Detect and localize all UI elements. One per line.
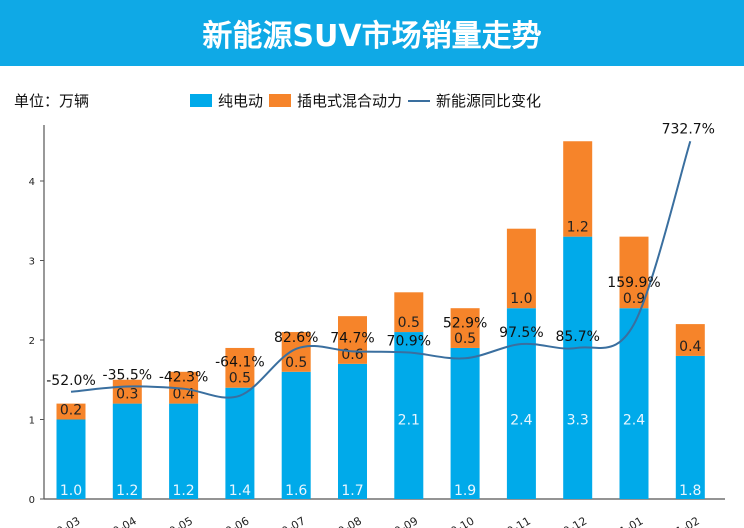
bar-bev — [619, 308, 649, 499]
yoy-label: 82.6% — [274, 330, 318, 346]
title-banner: 新能源SUV市场销量走势 — [0, 0, 744, 66]
bar-phev — [619, 236, 649, 309]
bar-bev — [506, 308, 536, 499]
yoy-label: 85.7% — [555, 329, 599, 345]
bar-phev — [225, 347, 255, 388]
x-tick-label: 2020-03 — [36, 514, 82, 528]
bev-value-label: 1.4 — [229, 483, 251, 499]
legend-swatch-line — [408, 99, 431, 102]
yoy-label: 70.9% — [387, 334, 431, 350]
bar-bev — [112, 403, 142, 499]
phev-value-label: 0.9 — [623, 291, 645, 307]
bev-value-label: 1.9 — [454, 483, 476, 499]
y-tick-label: 4 — [29, 177, 35, 188]
bev-value-label: 1.0 — [60, 483, 82, 499]
phev-value-label: 0.5 — [454, 331, 476, 347]
x-tick-label: 2020-11 — [487, 514, 533, 528]
yoy-line — [70, 140, 692, 399]
bar-bev — [450, 347, 480, 499]
phev-value-label: 0.6 — [341, 347, 363, 363]
x-tick-label: 2020-09 — [374, 514, 420, 528]
yoy-label: 732.7% — [662, 121, 715, 137]
y-tick-label: 3 — [29, 257, 35, 268]
phev-value-label: 1.0 — [510, 291, 532, 307]
legend-label-phev: 插电式混合动力 — [297, 92, 403, 110]
x-tick-label: 2020-07 — [261, 514, 307, 528]
yoy-label: 74.7% — [330, 330, 374, 346]
yoy-label: -42.3% — [159, 370, 209, 386]
bar-bev — [56, 419, 86, 499]
y-tick-label: 1 — [29, 416, 35, 427]
yoy-label: 159.9% — [607, 275, 660, 291]
bev-value-label: 2.4 — [623, 413, 645, 429]
x-tick-label: 2020-08 — [318, 514, 364, 528]
x-tick-label: 2020-06 — [205, 514, 251, 528]
chart-title: 新能源SUV市场销量走势 — [202, 19, 542, 54]
phev-value-label: 1.2 — [567, 220, 589, 236]
x-tick-label: 2020-12 — [543, 514, 589, 528]
phev-value-label: 0.5 — [398, 315, 420, 331]
bev-value-label: 1.8 — [679, 483, 701, 499]
bev-value-label: 3.3 — [567, 413, 589, 429]
bev-value-label: 1.2 — [116, 483, 138, 499]
legend-swatch-bev — [190, 94, 212, 107]
phev-value-label: 0.5 — [285, 355, 307, 371]
bar-bev — [563, 236, 593, 499]
legend-label-line: 新能源同比变化 — [436, 92, 542, 110]
phev-value-label: 0.4 — [679, 339, 701, 355]
yoy-label: -64.1% — [215, 355, 265, 371]
unit-label: 单位：万辆 — [14, 92, 90, 110]
phev-value-label: 0.3 — [116, 387, 138, 403]
y-tick-label: 0 — [29, 495, 35, 506]
bar-bev — [281, 371, 311, 499]
y-tick-label: 2 — [29, 336, 35, 347]
legend-label-bev: 纯电动 — [218, 92, 264, 110]
bar-phev — [394, 292, 424, 333]
legend-swatch-phev — [269, 94, 292, 107]
bar-bev — [394, 332, 424, 499]
phev-value-label: 0.4 — [172, 387, 194, 403]
phev-value-label: 0.5 — [229, 371, 251, 387]
bar-phev — [675, 324, 705, 356]
bar-phev — [338, 316, 367, 364]
bev-value-label: 2.1 — [398, 413, 420, 429]
legend: 纯电动 插电式混合动力 新能源同比变化 — [190, 90, 541, 111]
yoy-label: 52.9% — [443, 315, 487, 331]
yoy-label: -52.0% — [46, 373, 96, 389]
x-tick-label: 2020-05 — [149, 514, 195, 528]
bar-bev — [169, 403, 199, 499]
bar-bev — [675, 355, 705, 499]
phev-value-label: 0.2 — [60, 403, 82, 419]
x-tick-label: 2021-02 — [655, 514, 701, 528]
bev-value-label: 1.7 — [341, 483, 363, 499]
yoy-label: 97.5% — [499, 325, 543, 341]
x-tick-label: 2020-04 — [92, 514, 138, 528]
x-tick-label: 2021-01 — [599, 514, 645, 528]
bev-value-label: 2.4 — [510, 413, 532, 429]
yoy-label: -35.5% — [103, 368, 153, 384]
bar-phev — [563, 141, 593, 237]
bar-bev — [338, 363, 367, 499]
bar-phev — [506, 228, 536, 309]
x-tick-label: 2020-10 — [430, 514, 476, 528]
bar-phev — [450, 308, 480, 348]
bev-value-label: 1.6 — [285, 483, 307, 499]
bar-phev — [56, 403, 86, 420]
bar-bev — [225, 387, 255, 499]
bev-value-label: 1.2 — [172, 483, 194, 499]
bar-phev — [281, 332, 311, 372]
